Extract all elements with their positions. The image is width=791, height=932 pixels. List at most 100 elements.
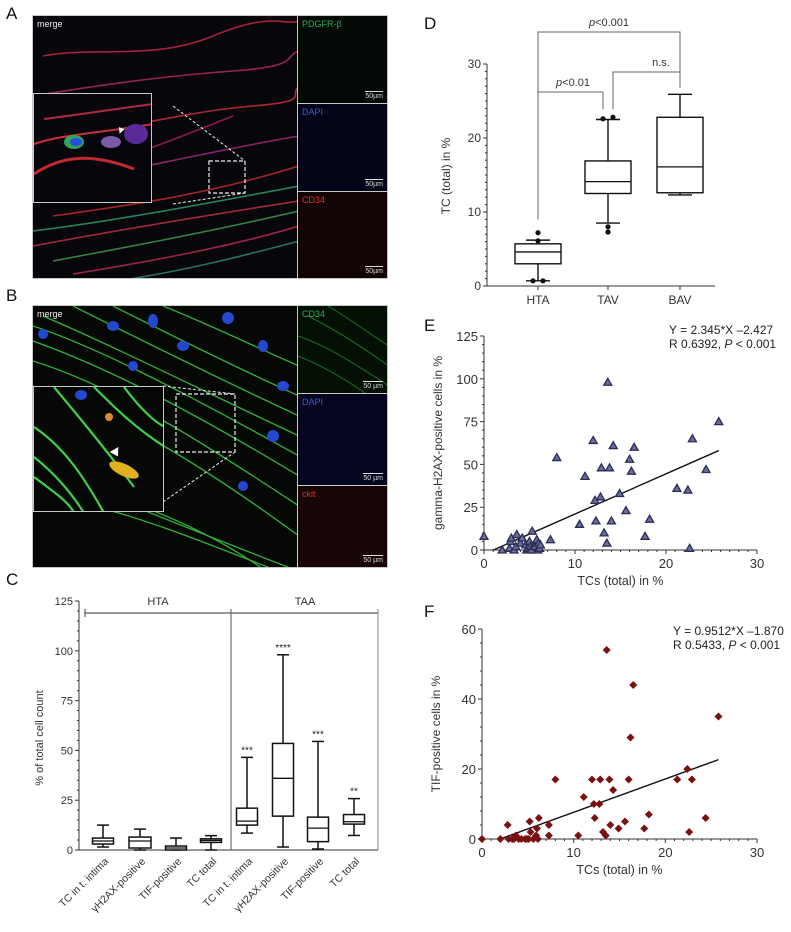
data-point-triangle [671,483,683,493]
panel-b-channel-ckit: ckit 50 µm [297,485,388,568]
data-point-diamond [626,733,635,742]
scale-bar: 50µm [365,266,383,275]
data-point-triangle [684,542,695,552]
panel-c-letter: C [6,570,19,589]
data-point-triangle [608,440,619,450]
data-point-diamond [511,831,520,840]
arrowhead-icon [109,447,119,457]
panel-d-y-axis: 0 10 20 30 [468,57,715,293]
y-tick-label: 0 [469,832,476,847]
x-axis-label: TCs (total) in % [576,863,662,877]
panel-a-channel-label: PDGFR-β [302,19,342,29]
x-tick-label: 20 [659,556,673,571]
y-tick-label: 25 [464,500,478,515]
y-tick-label: 40 [462,692,476,707]
panel-b-inset [33,386,164,512]
box-TAA-6: *** [306,729,330,850]
panel-a-merge-image: merge [32,15,298,279]
panel-e-scatter: 0 25 50 75 100 125 0 10 20 30 TCs (total) in % gamm… [431,323,776,588]
data-point-diamond [624,775,633,784]
svg-text:50: 50 [61,745,73,757]
svg-text:125: 125 [55,596,73,608]
significance-bracket: n.s. [612,57,681,110]
svg-text:TC total: TC total [328,856,362,890]
box-HTA-2 [164,837,188,851]
panel-b-channel-label: DAPI [302,397,324,407]
panel-b-channel-label: CD34 [302,309,326,319]
svg-text:20: 20 [468,131,482,145]
data-point-diamond [614,824,623,833]
y-tick-label: 60 [462,622,476,637]
arrowhead-icon [118,127,125,134]
data-point-triangle [579,471,591,481]
data-point-triangle [497,544,508,554]
panel-b-channel-dapi: DAPI 50 µm [297,393,388,486]
panel-a-letter: A [6,4,18,23]
data-point-triangle [595,491,606,501]
data-point-diamond [544,831,553,840]
panel-d-boxplot: 0 10 20 30 TC (total) in % HTA TAV BAV p<0.01… [439,17,715,307]
svg-text:30: 30 [468,57,482,71]
data-point-diamond [621,817,629,826]
svg-text:****: **** [275,643,291,654]
data-point-diamond [503,821,512,829]
significance-bracket: p<0.01 [537,77,604,220]
svg-text:100: 100 [55,646,73,658]
data-point-diamond [640,824,649,833]
panel-a-channel-pdgfr: PDGFR-β 50µm [297,15,388,104]
data-point-triangle [574,519,585,528]
data-point-triangle [590,515,602,525]
panel-a-zoom-box [208,160,246,194]
box-HTA-3 [199,834,223,851]
panel-d-letter: D [424,14,437,33]
panel-b-merge-label: merge [37,309,63,319]
regression-annotation: R 0.5433, P < 0.001 [673,638,780,652]
panel-c-group-headers: HTA TAA [84,596,379,850]
data-point-diamond [602,646,611,654]
box-TAA-7: ** [342,787,366,837]
panel-a-inset [33,93,152,203]
svg-text:**: ** [350,787,358,798]
data-point-triangle [644,513,655,523]
panel-c-y-label: % of total cell count [34,690,46,785]
svg-text:0: 0 [474,279,481,293]
box-HTA-0 [91,824,115,848]
svg-text:n.s.: n.s. [652,57,670,69]
data-point-triangle [687,433,698,443]
regression-annotation: Y = 0.9512*X –1.870 [673,624,784,638]
data-point-triangle [598,527,610,537]
panel-b-merge-image: merge [32,305,298,568]
significance-bracket: p<0.001 [537,17,681,220]
data-point-triangle [515,537,526,547]
data-point-triangle [639,530,651,540]
data-point-triangle [614,488,625,498]
panel-d-significance-brackets: p<0.01 n.s. p<0.001 [537,17,681,220]
data-point-diamond [534,814,543,822]
box-BAV: BAV [656,93,704,307]
data-point-diamond [525,817,534,826]
x-tick-label: 20 [658,845,672,860]
data-point-diamond [701,814,710,822]
box-TAA-5: **** [271,643,295,848]
data-point-triangle [700,464,712,474]
panel-f-letter: F [424,602,435,621]
svg-text:BAV: BAV [668,293,691,307]
data-point-triangle [545,534,556,544]
panel-a-channel-dapi: DAPI 50µm [297,103,388,192]
box-HTA-1 [128,828,152,851]
data-point-triangle [713,416,724,426]
data-point-diamond [526,828,535,836]
data-point-triangle [602,376,613,386]
y-tick-label: 100 [456,372,478,387]
data-point-diamond [596,775,605,784]
panel-b-channel-label: ckit [302,489,316,499]
panel-b-letter: B [6,286,18,305]
panel-a-channel-label: CD34 [302,195,326,205]
data-point-diamond [595,800,604,808]
panel-b-zoom-box [175,393,236,453]
data-point-triangle [601,537,612,547]
data-point-diamond [683,765,692,773]
svg-text:TC total: TC total [185,856,219,890]
svg-text:p<0.01: p<0.01 [555,77,590,89]
data-point-diamond [533,824,541,833]
